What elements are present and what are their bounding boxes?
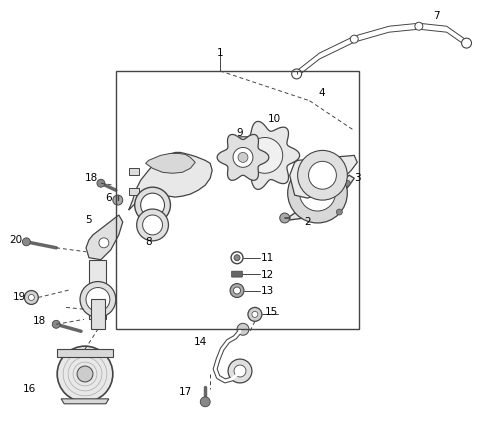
Circle shape	[141, 193, 165, 217]
Polygon shape	[61, 399, 109, 404]
Circle shape	[137, 209, 168, 241]
Circle shape	[99, 238, 109, 248]
Text: 1: 1	[217, 48, 224, 58]
Circle shape	[234, 255, 240, 261]
Text: 11: 11	[261, 253, 275, 263]
Circle shape	[292, 69, 301, 79]
FancyBboxPatch shape	[231, 271, 242, 277]
Circle shape	[57, 346, 113, 402]
Bar	[116, 71, 359, 329]
Circle shape	[52, 320, 60, 328]
Polygon shape	[129, 168, 139, 175]
Circle shape	[336, 209, 342, 215]
Text: 18: 18	[84, 173, 97, 183]
Circle shape	[462, 38, 471, 48]
Circle shape	[86, 288, 110, 311]
Circle shape	[238, 152, 248, 162]
Circle shape	[228, 359, 252, 383]
Text: 8: 8	[145, 237, 152, 247]
Text: 14: 14	[193, 337, 207, 347]
Circle shape	[350, 35, 358, 43]
Circle shape	[280, 213, 289, 223]
Polygon shape	[129, 152, 212, 210]
Text: 19: 19	[13, 292, 26, 303]
Polygon shape	[86, 215, 123, 260]
Polygon shape	[217, 135, 269, 180]
Text: 16: 16	[23, 384, 36, 394]
Circle shape	[143, 215, 163, 235]
Polygon shape	[145, 153, 195, 173]
Text: 2: 2	[304, 217, 311, 227]
Circle shape	[231, 252, 243, 264]
Polygon shape	[283, 175, 354, 220]
Circle shape	[298, 150, 348, 200]
Polygon shape	[289, 155, 357, 198]
Text: 17: 17	[179, 387, 192, 397]
Circle shape	[23, 238, 30, 246]
Circle shape	[248, 307, 262, 321]
Text: 20: 20	[9, 235, 22, 245]
Circle shape	[200, 397, 210, 407]
Text: 9: 9	[237, 128, 243, 138]
Circle shape	[28, 294, 35, 301]
Circle shape	[77, 366, 93, 382]
Polygon shape	[57, 349, 113, 357]
Text: 7: 7	[433, 11, 440, 21]
Polygon shape	[233, 121, 300, 189]
Text: 13: 13	[261, 285, 275, 295]
Circle shape	[292, 175, 298, 181]
Text: 4: 4	[318, 88, 325, 98]
Polygon shape	[89, 260, 106, 319]
Polygon shape	[129, 188, 139, 195]
Circle shape	[247, 138, 283, 173]
Text: 5: 5	[85, 215, 92, 225]
Circle shape	[97, 179, 105, 187]
Circle shape	[230, 284, 244, 297]
Circle shape	[234, 287, 240, 294]
Circle shape	[135, 187, 170, 223]
Circle shape	[300, 175, 336, 211]
Circle shape	[309, 162, 336, 189]
Circle shape	[237, 323, 249, 335]
Polygon shape	[91, 300, 105, 329]
Text: 10: 10	[268, 113, 281, 124]
Circle shape	[233, 148, 253, 167]
Circle shape	[344, 180, 350, 186]
Circle shape	[234, 365, 246, 377]
Circle shape	[24, 291, 38, 304]
Circle shape	[252, 311, 258, 317]
Text: 6: 6	[106, 193, 112, 203]
Text: 18: 18	[33, 317, 46, 326]
Text: 12: 12	[261, 270, 275, 280]
Text: 3: 3	[354, 173, 360, 183]
Circle shape	[415, 22, 423, 30]
Circle shape	[113, 195, 123, 205]
Circle shape	[288, 163, 348, 223]
Circle shape	[80, 281, 116, 317]
Text: 15: 15	[265, 307, 278, 317]
